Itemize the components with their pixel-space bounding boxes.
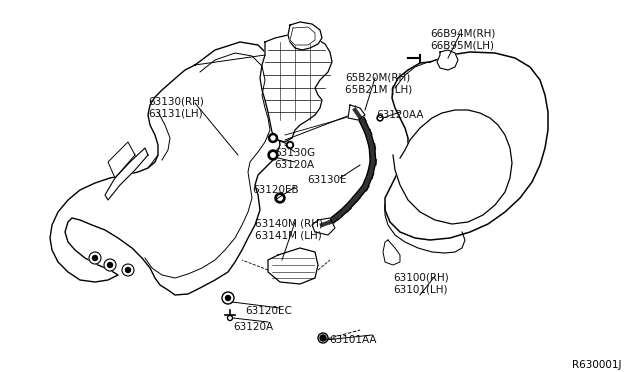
Circle shape [222, 292, 234, 304]
Text: 63140M (RH): 63140M (RH) [255, 218, 323, 228]
Polygon shape [108, 142, 135, 178]
Text: 63131(LH): 63131(LH) [148, 109, 203, 119]
Polygon shape [383, 240, 400, 265]
Circle shape [275, 193, 285, 203]
Polygon shape [437, 50, 458, 70]
Polygon shape [105, 148, 148, 200]
Text: 63120A: 63120A [233, 322, 273, 332]
Circle shape [278, 196, 282, 200]
Text: 65B21M (LH): 65B21M (LH) [345, 84, 412, 94]
Text: 63130(RH): 63130(RH) [148, 97, 204, 107]
Polygon shape [312, 218, 335, 235]
Text: R630001J: R630001J [572, 360, 621, 370]
Polygon shape [288, 22, 322, 50]
Text: 63120EC: 63120EC [245, 306, 292, 316]
Circle shape [271, 153, 275, 157]
Circle shape [227, 315, 232, 321]
Text: 65B20M(RH): 65B20M(RH) [345, 72, 410, 82]
Circle shape [289, 144, 292, 147]
Polygon shape [268, 248, 318, 284]
Text: 63120EB: 63120EB [252, 185, 299, 195]
Circle shape [104, 259, 116, 271]
Circle shape [287, 141, 294, 148]
Text: 63120AA: 63120AA [376, 110, 424, 120]
Circle shape [125, 267, 131, 273]
Circle shape [269, 134, 278, 142]
Circle shape [225, 295, 230, 301]
Circle shape [89, 252, 101, 264]
Circle shape [320, 335, 326, 341]
Polygon shape [348, 105, 365, 120]
Text: 63141M (LH): 63141M (LH) [255, 230, 322, 240]
Text: 63120A: 63120A [274, 160, 314, 170]
Polygon shape [290, 27, 315, 45]
Polygon shape [385, 52, 548, 240]
Text: 63101AA: 63101AA [329, 335, 376, 345]
Polygon shape [50, 42, 280, 295]
Text: 66B95M(LH): 66B95M(LH) [430, 40, 494, 50]
Text: 63100(RH): 63100(RH) [393, 272, 449, 282]
Circle shape [229, 317, 231, 319]
Text: 63130G: 63130G [274, 148, 315, 158]
Circle shape [268, 150, 278, 160]
Circle shape [379, 117, 381, 119]
Circle shape [108, 263, 113, 267]
Circle shape [377, 115, 383, 121]
Circle shape [122, 264, 134, 276]
Circle shape [271, 136, 275, 140]
Polygon shape [393, 110, 512, 224]
Polygon shape [260, 35, 332, 142]
Text: 63101(LH): 63101(LH) [393, 284, 447, 294]
Text: 63130E: 63130E [307, 175, 346, 185]
Circle shape [93, 256, 97, 260]
Text: 66B94M(RH): 66B94M(RH) [430, 28, 495, 38]
